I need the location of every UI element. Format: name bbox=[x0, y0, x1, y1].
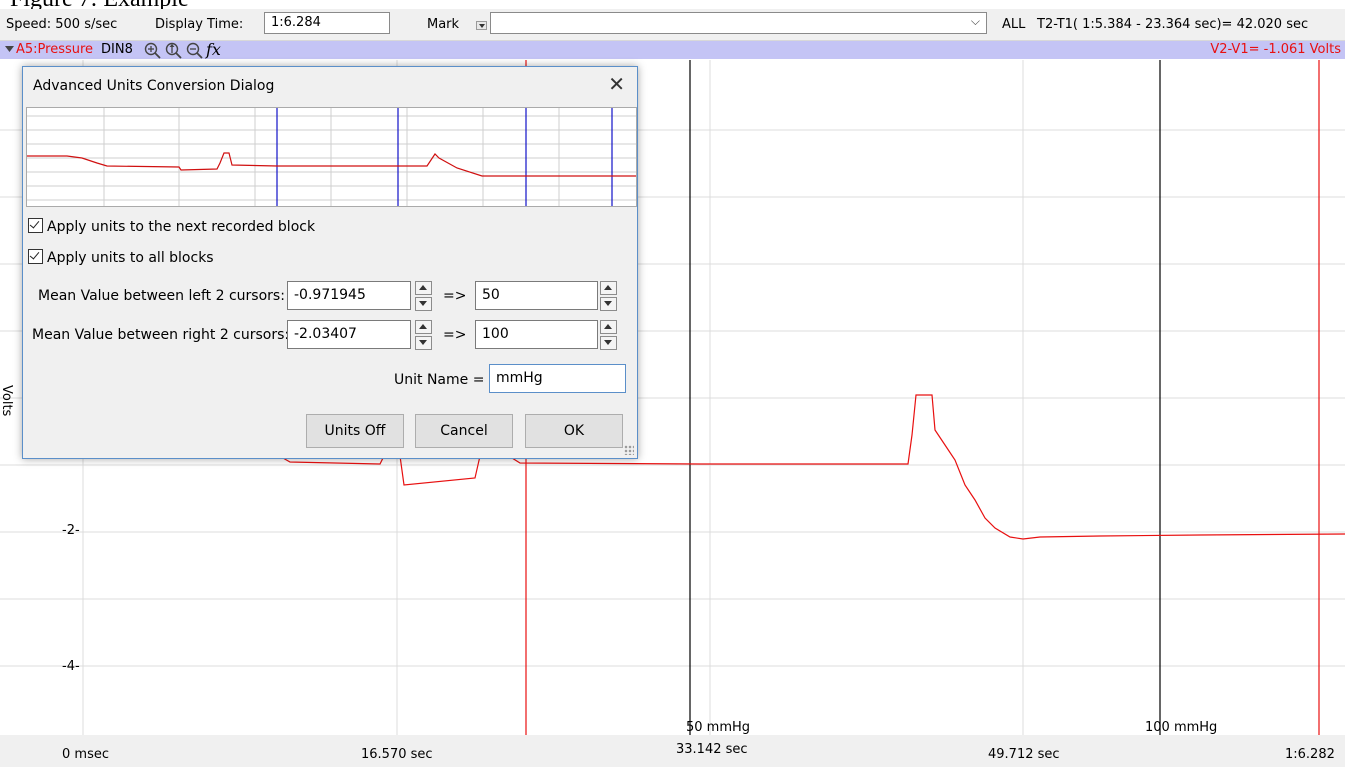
left-cursors-label: Mean Value between left 2 cursors: bbox=[38, 288, 285, 304]
units-conversion-dialog: Advanced Units Conversion Dialog ✕ Apply… bbox=[22, 66, 638, 459]
cursor-label-100: 100 mmHg bbox=[1145, 720, 1217, 735]
spin-down-icon bbox=[600, 336, 617, 350]
close-icon[interactable]: ✕ bbox=[608, 72, 625, 96]
checkbox-checked-icon[interactable] bbox=[28, 249, 43, 264]
spin-down-icon bbox=[415, 297, 432, 311]
right-target-input[interactable]: 100 bbox=[475, 320, 598, 349]
zoom-out-icon[interactable] bbox=[186, 42, 203, 59]
dialog-preview-plot bbox=[26, 107, 637, 207]
spin-up-icon bbox=[415, 281, 432, 295]
right-mean-stepper[interactable] bbox=[415, 320, 432, 350]
apply-all-checkbox[interactable]: Apply units to all blocks bbox=[28, 249, 214, 266]
mark-select[interactable]: ⌵ bbox=[490, 12, 987, 34]
spin-up-icon bbox=[600, 281, 617, 295]
left-mean-input[interactable]: -0.971945 bbox=[287, 281, 411, 310]
x-tick-1: 16.570 sec bbox=[361, 747, 433, 762]
x-tick-2: 33.142 sec bbox=[676, 742, 748, 757]
display-time-input[interactable]: 1:6.284 bbox=[264, 12, 390, 34]
zoom-fit-icon[interactable] bbox=[165, 42, 182, 59]
cancel-button[interactable]: Cancel bbox=[415, 414, 513, 448]
mark-label: Mark bbox=[427, 17, 460, 32]
unit-name-input[interactable]: mmHg bbox=[489, 364, 626, 393]
ok-button[interactable]: OK bbox=[525, 414, 623, 448]
din-label: DIN8 bbox=[101, 42, 133, 57]
y-tick-minus-4: -4- bbox=[62, 659, 80, 674]
zoom-in-icon[interactable] bbox=[144, 42, 161, 59]
x-tick-0: 0 msec bbox=[62, 747, 109, 762]
apply-next-label: Apply units to the next recorded block bbox=[47, 219, 316, 235]
checkbox-checked-icon[interactable] bbox=[28, 218, 43, 233]
y-tick-minus-2: -2- bbox=[62, 523, 80, 538]
right-target-stepper[interactable] bbox=[600, 320, 617, 350]
cursor-label-50: 50 mmHg bbox=[686, 720, 750, 735]
function-icon[interactable]: fx bbox=[206, 40, 221, 59]
left-target-stepper[interactable] bbox=[600, 281, 617, 311]
x-tick-4: 1:6.282 bbox=[1285, 747, 1335, 762]
right-cursors-label: Mean Value between right 2 cursors: bbox=[32, 327, 290, 343]
spin-down-icon bbox=[600, 297, 617, 311]
all-label[interactable]: ALL bbox=[1002, 17, 1026, 32]
arrow-label: => bbox=[443, 327, 467, 343]
right-mean-input[interactable]: -2.03407 bbox=[287, 320, 411, 349]
collapse-arrow-icon[interactable] bbox=[5, 46, 15, 54]
spin-up-icon bbox=[600, 320, 617, 334]
x-axis-bar: 0 msec 16.570 sec 33.142 sec 49.712 sec … bbox=[0, 735, 1345, 767]
channel-bar: A5:Pressure DIN8 fx V2-V1= -1.061 Volts bbox=[0, 40, 1345, 59]
arrow-label: => bbox=[443, 288, 467, 304]
mark-dropdown-arrow-icon[interactable] bbox=[476, 21, 487, 30]
pressure-trace bbox=[282, 394, 1345, 540]
spin-up-icon bbox=[415, 320, 432, 334]
display-time-label: Display Time: bbox=[155, 17, 244, 32]
preview-trace bbox=[27, 152, 636, 177]
x-tick-3: 49.712 sec bbox=[988, 747, 1060, 762]
spin-down-icon bbox=[415, 336, 432, 350]
units-off-button[interactable]: Units Off bbox=[306, 414, 404, 448]
apply-next-checkbox[interactable]: Apply units to the next recorded block bbox=[28, 218, 315, 235]
left-target-input[interactable]: 50 bbox=[475, 281, 598, 310]
dialog-title: Advanced Units Conversion Dialog bbox=[33, 78, 275, 94]
chevron-down-icon: ⌵ bbox=[970, 14, 980, 28]
t2-t1-readout: T2-T1( 1:5.384 - 23.364 sec)= 42.020 sec bbox=[1037, 17, 1309, 32]
speed-label: Speed: 500 s/sec bbox=[6, 17, 118, 32]
apply-all-label: Apply units to all blocks bbox=[47, 250, 214, 266]
channel-name[interactable]: A5:Pressure bbox=[16, 42, 94, 57]
left-mean-stepper[interactable] bbox=[415, 281, 432, 311]
v2-v1-readout: V2-V1= -1.061 Volts bbox=[1210, 42, 1341, 57]
toolbar: Speed: 500 s/sec Display Time: 1:6.284 M… bbox=[0, 9, 1345, 41]
y-axis-label: Volts bbox=[0, 385, 14, 417]
resize-grip-icon[interactable] bbox=[624, 445, 634, 455]
unit-name-label: Unit Name = bbox=[394, 372, 485, 388]
